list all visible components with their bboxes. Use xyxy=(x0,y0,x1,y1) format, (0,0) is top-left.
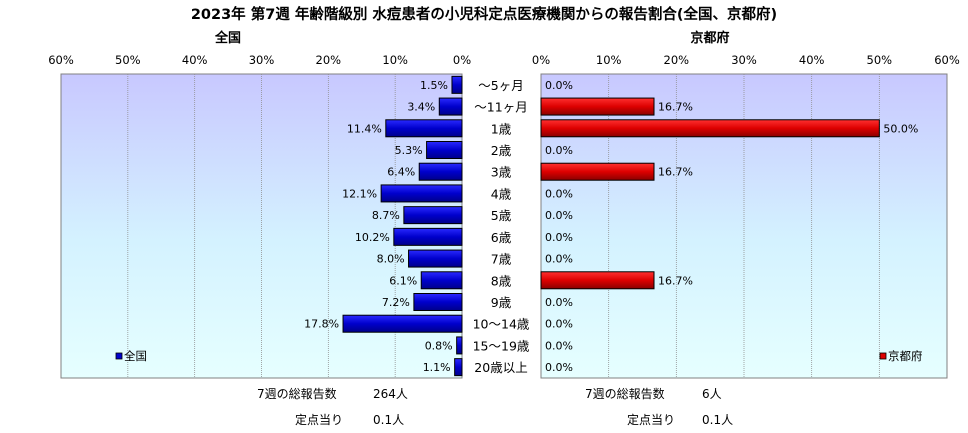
japan-bar xyxy=(452,76,462,93)
kyoto-bar-value: 0.0% xyxy=(545,339,573,352)
kyoto-bar-value: 0.0% xyxy=(545,253,573,266)
japan-bar xyxy=(455,359,462,376)
age-category-label: 15～19歳 xyxy=(473,338,530,353)
right-tick-label: 10% xyxy=(596,53,622,67)
japan-bar xyxy=(427,142,462,159)
age-category-label: ～5ヶ月 xyxy=(478,78,523,93)
japan-per-value: 0.1人 xyxy=(373,413,404,427)
kyoto-bar-value: 0.0% xyxy=(545,296,573,309)
age-category-label: 7歳 xyxy=(491,252,512,267)
legend-label-kyoto: 京都府 xyxy=(888,349,923,363)
japan-bar xyxy=(381,185,462,202)
kyoto-bar-value: 50.0% xyxy=(883,122,918,135)
left-tick-label: 10% xyxy=(382,53,408,67)
kyoto-per-value: 0.1人 xyxy=(702,413,733,427)
right-tick-label: 40% xyxy=(799,53,825,67)
left-tick-label: 0% xyxy=(453,53,471,67)
age-category-label: 1歳 xyxy=(491,121,512,136)
japan-bar-value: 7.2% xyxy=(382,296,410,309)
left-tick-label: 30% xyxy=(249,53,275,67)
kyoto-bar-value: 16.7% xyxy=(658,101,693,114)
kyoto-bar-value: 0.0% xyxy=(545,231,573,244)
left-tick-label: 60% xyxy=(48,53,74,67)
left-panel-label: 全国 xyxy=(214,30,241,46)
kyoto-bar-value: 16.7% xyxy=(658,274,693,287)
age-category-label: 4歳 xyxy=(491,186,512,201)
japan-bar xyxy=(419,163,462,180)
right-axis-ticks: 0% 10% 20% 30% 40% 50% 60% xyxy=(532,53,960,67)
legend-label-japan: 全国 xyxy=(124,349,147,363)
left-axis-ticks: 0% 10% 20% 30% 40% 50% 60% xyxy=(48,53,471,67)
kyoto-bar-value: 16.7% xyxy=(658,166,693,179)
age-category-label: 6歳 xyxy=(491,230,512,245)
japan-bar-value: 1.5% xyxy=(420,79,448,92)
japan-bar xyxy=(404,207,462,224)
kyoto-bar-value: 0.0% xyxy=(545,144,573,157)
kyoto-bar-value: 0.0% xyxy=(545,187,573,200)
kyoto-per-label: 定点当り xyxy=(627,412,675,427)
right-tick-label: 0% xyxy=(532,53,550,67)
age-category-labels: ～5ヶ月 ～11ヶ月 1歳 2歳 3歳 4歳 5歳 6歳 7歳 8歳 9歳 10～14歳 15～19歳 2… xyxy=(473,78,530,375)
kyoto-bar-value: 0.0% xyxy=(545,209,573,222)
japan-bar-value: 1.1% xyxy=(423,361,451,374)
age-category-label: 20歳以上 xyxy=(474,360,527,375)
japan-bar xyxy=(414,294,462,311)
age-category-label: 2歳 xyxy=(491,143,512,158)
kyoto-bar-value: 0.0% xyxy=(545,318,573,331)
japan-bar-value: 6.1% xyxy=(389,274,417,287)
japan-bar-value: 11.4% xyxy=(347,122,382,135)
japan-bar xyxy=(457,337,462,354)
kyoto-bar xyxy=(541,272,654,289)
japan-per-label: 定点当り xyxy=(295,412,343,427)
kyoto-total-label: 7週の総報告数 xyxy=(585,386,665,401)
age-category-label: 8歳 xyxy=(491,273,512,288)
age-category-label: ～11ヶ月 xyxy=(474,100,527,115)
left-tick-label: 20% xyxy=(316,53,342,67)
kyoto-bar xyxy=(541,98,654,115)
japan-bar-value: 8.0% xyxy=(377,253,405,266)
japan-bar xyxy=(439,98,462,115)
japan-bar-value: 12.1% xyxy=(342,187,377,200)
kyoto-bar xyxy=(541,120,879,137)
right-tick-label: 60% xyxy=(934,53,960,67)
japan-bar-value: 3.4% xyxy=(407,101,435,114)
japan-total-label: 7週の総報告数 xyxy=(257,386,337,401)
japan-bar-value: 10.2% xyxy=(355,231,390,244)
right-tick-label: 50% xyxy=(867,53,893,67)
age-category-label: 9歳 xyxy=(491,295,512,310)
japan-bar xyxy=(409,250,462,267)
japan-bar-value: 0.8% xyxy=(425,339,453,352)
japan-bar-value: 6.4% xyxy=(387,166,415,179)
right-tick-label: 30% xyxy=(731,53,757,67)
right-tick-label: 20% xyxy=(664,53,690,67)
japan-bar xyxy=(421,272,462,289)
japan-bar xyxy=(343,315,462,332)
right-panel-label: 京都府 xyxy=(690,30,729,46)
age-category-label: 10～14歳 xyxy=(473,317,530,332)
japan-bar-value: 5.3% xyxy=(395,144,423,157)
japan-bar xyxy=(386,120,462,137)
japan-total-value: 264人 xyxy=(373,387,408,401)
left-tick-label: 40% xyxy=(182,53,208,67)
japan-bar-value: 8.7% xyxy=(372,209,400,222)
age-category-label: 5歳 xyxy=(491,208,512,223)
japan-bar xyxy=(394,228,462,245)
kyoto-bar xyxy=(541,163,654,180)
kyoto-bar-value: 0.0% xyxy=(545,361,573,374)
legend-swatch-kyoto xyxy=(880,353,886,359)
kyoto-bar-value: 0.0% xyxy=(545,79,573,92)
chart-svg: 2023年 第7週 年齢階級別 水痘患者の小児科定点医療機関からの報告割合(全国… xyxy=(0,0,968,433)
japan-bar-value: 17.8% xyxy=(304,318,339,331)
legend-swatch-japan xyxy=(116,353,122,359)
left-tick-label: 50% xyxy=(115,53,141,67)
age-category-label: 3歳 xyxy=(491,165,512,180)
kyoto-total-value: 6人 xyxy=(702,387,722,401)
chart-title: 2023年 第7週 年齢階級別 水痘患者の小児科定点医療機関からの報告割合(全国… xyxy=(191,5,777,23)
